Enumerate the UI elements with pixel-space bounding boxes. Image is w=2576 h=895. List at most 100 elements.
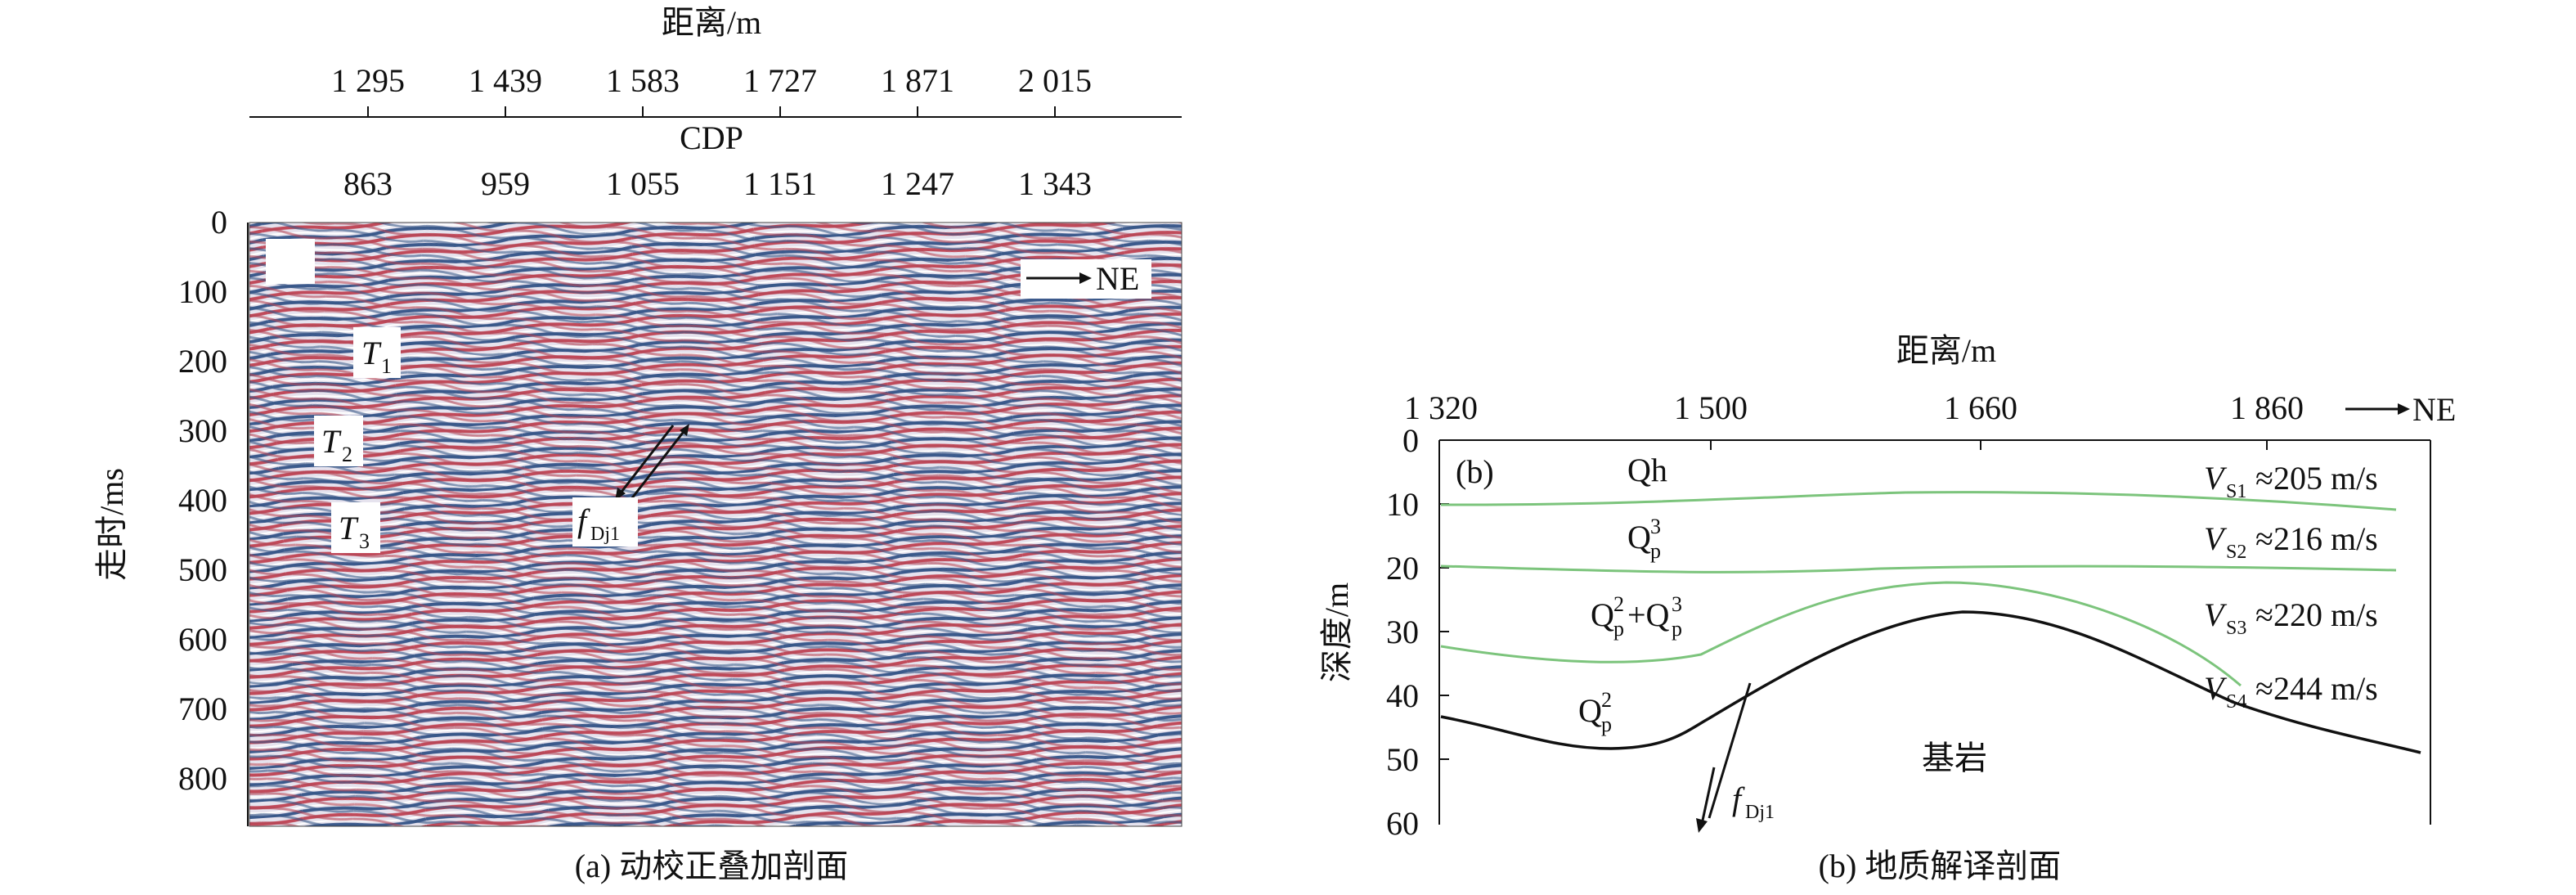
depth-tick-label: 20 — [1386, 550, 1419, 587]
y-tick-label: 800 — [178, 760, 227, 797]
fault-label-a: f Dj1 — [572, 497, 638, 546]
svg-text:2: 2 — [1613, 592, 1624, 616]
svg-text:2: 2 — [342, 443, 352, 466]
y-tick-label: 500 — [178, 551, 227, 588]
svg-text:Dj1: Dj1 — [1745, 802, 1775, 823]
velocity-label-vs3: V S3 ≈220 m/s — [2204, 596, 2378, 639]
svg-text:S4: S4 — [2226, 691, 2246, 713]
y-tick-label: 400 — [178, 482, 227, 519]
svg-text:Q: Q — [1578, 692, 1602, 729]
ne-direction-arrow: NE — [1021, 259, 1151, 299]
svg-text:≈216 m/s: ≈216 m/s — [2255, 520, 2378, 557]
y-axis-ticks — [1439, 503, 1449, 760]
fault-arrows — [615, 424, 689, 501]
y-axis-title-b: 深度/m — [1318, 582, 1355, 682]
velocity-label-vs1: V S1 ≈205 m/s — [2204, 460, 2378, 502]
top-axis-title: 距离/m — [662, 4, 761, 41]
svg-text:3: 3 — [359, 529, 370, 553]
x-tick-label: 1 320 — [1404, 389, 1478, 426]
y-axis-title: 走时/ms — [93, 468, 130, 581]
x-axis-title: 距离/m — [1896, 332, 1996, 369]
svg-text:V: V — [2204, 460, 2228, 497]
svg-text:f: f — [1732, 780, 1745, 817]
panel-b: 距离/m 1 320 1 500 1 660 1 860 NE 深度/m 0 1… — [1318, 332, 2456, 884]
y-tick-label: 0 — [211, 204, 227, 241]
ne-direction-arrow-b: NE — [2345, 391, 2456, 428]
svg-text:S1: S1 — [2226, 481, 2246, 502]
boundary-qp3-qp2qp3 — [1440, 564, 2397, 573]
svg-text:T: T — [361, 335, 382, 371]
velocity-label-vs2: V S2 ≈216 m/s — [2204, 520, 2378, 563]
boundary-qh-qp3 — [1440, 491, 2397, 511]
panel-a: 距离/m 1 295 1 439 1 583 1 727 1 871 2 015… — [93, 4, 1183, 884]
cdp-axis-title: CDP — [680, 119, 743, 156]
top-tick-label: 1 871 — [881, 62, 954, 99]
cdp-tick-label: 1 151 — [743, 165, 817, 202]
svg-text:S2: S2 — [2226, 542, 2246, 563]
svg-text:2: 2 — [1601, 688, 1612, 712]
cdp-tick-label: 863 — [343, 165, 393, 202]
cdp-tick-label: 1 055 — [606, 165, 680, 202]
svg-text:p: p — [1601, 713, 1612, 736]
svg-text:+Q: +Q — [1627, 596, 1670, 633]
caption-b: (b) 地质解译剖面 — [1819, 848, 2062, 884]
svg-text:1: 1 — [381, 354, 392, 378]
boundary-qp2qp3-qp2 — [1440, 581, 2242, 687]
depth-tick-label: 60 — [1386, 805, 1419, 842]
ne-label-b: NE — [2412, 391, 2456, 428]
blank-label-box — [266, 239, 315, 284]
bedrock-boundary — [1440, 610, 2421, 754]
x-tick-label: 1 660 — [1944, 389, 2017, 426]
svg-text:Q: Q — [1627, 519, 1651, 555]
svg-text:Dj1: Dj1 — [590, 524, 620, 545]
svg-text:V: V — [2204, 596, 2228, 633]
depth-tick-label: 0 — [1402, 422, 1419, 459]
svg-text:≈244 m/s: ≈244 m/s — [2255, 670, 2378, 707]
depth-tick-label: 10 — [1386, 486, 1419, 523]
cdp-tick-label: 959 — [481, 165, 530, 202]
y-tick-label: 600 — [178, 621, 227, 658]
bedrock-label: 基岩 — [1922, 740, 1987, 776]
top-tick-label: 2 015 — [1018, 62, 1092, 99]
svg-text:Q: Q — [1591, 596, 1614, 633]
seismic-section — [249, 222, 1183, 827]
y-tick-label: 200 — [178, 343, 227, 380]
unit-qp3: Q 3 p — [1627, 515, 1661, 563]
horizon-label-t1: T 1 — [353, 327, 401, 378]
top-tick-label: 1 583 — [606, 62, 680, 99]
depth-tick-label: 50 — [1386, 741, 1419, 778]
svg-text:p: p — [1672, 617, 1682, 641]
unit-qp2: Q 2 p — [1578, 688, 1612, 736]
y-tick-label: 700 — [178, 690, 227, 727]
unit-qp2-qp3: Q 2 p +Q 3 p — [1591, 592, 1682, 641]
caption-a: (a) 动校正叠加剖面 — [575, 848, 848, 884]
svg-text:3: 3 — [1672, 592, 1682, 616]
horizon-label-t3: T 3 — [331, 502, 380, 553]
svg-text:p: p — [1613, 617, 1624, 641]
panel-b-label: (b) — [1456, 453, 1494, 490]
svg-text:≈220 m/s: ≈220 m/s — [2255, 596, 2378, 633]
svg-text:V: V — [2204, 670, 2228, 707]
x-tick-label: 1 860 — [2230, 389, 2304, 426]
unit-qh: Qh — [1627, 452, 1667, 488]
svg-text:V: V — [2204, 520, 2228, 557]
y-tick-label: 300 — [178, 412, 227, 449]
svg-text:S3: S3 — [2226, 618, 2246, 639]
ne-label: NE — [1096, 260, 1139, 297]
svg-text:p: p — [1650, 539, 1661, 563]
top-tick-label: 1 727 — [743, 62, 817, 99]
top-tick-label: 1 295 — [331, 62, 405, 99]
depth-tick-label: 30 — [1386, 614, 1419, 650]
velocity-label-vs4: V S4 ≈244 m/s — [2204, 670, 2378, 713]
svg-text:3: 3 — [1650, 515, 1661, 538]
horizon-label-t2: T 2 — [314, 416, 363, 466]
y-tick-label: 100 — [178, 273, 227, 310]
depth-tick-label: 40 — [1386, 677, 1419, 714]
svg-text:T: T — [339, 510, 359, 546]
cdp-tick-label: 1 343 — [1018, 165, 1092, 202]
x-tick-label: 1 500 — [1674, 389, 1748, 426]
x-axis-ticks — [1710, 440, 2268, 450]
svg-text:≈205 m/s: ≈205 m/s — [2255, 460, 2378, 497]
top-tick-label: 1 439 — [469, 62, 542, 99]
